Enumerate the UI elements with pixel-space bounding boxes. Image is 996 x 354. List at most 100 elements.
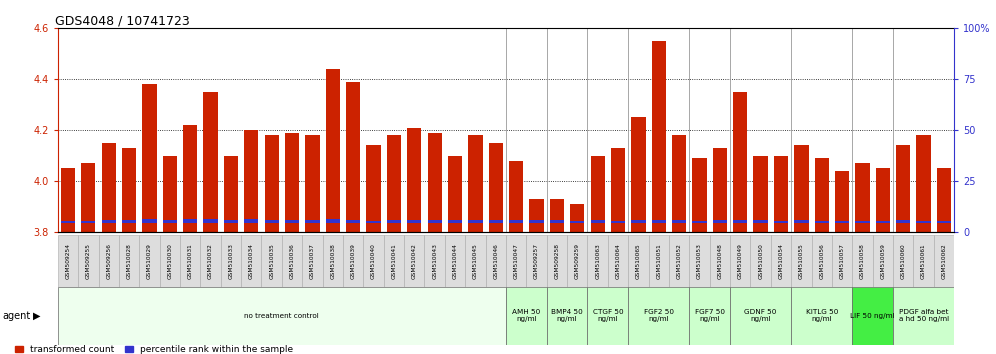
Text: GSM510064: GSM510064 — [616, 243, 621, 279]
Text: GDS4048 / 10741723: GDS4048 / 10741723 — [55, 14, 190, 27]
Bar — [407, 220, 421, 223]
Bar — [262, 235, 282, 287]
Bar — [122, 220, 136, 223]
Bar — [323, 235, 343, 287]
Bar — [893, 235, 913, 287]
Bar — [896, 145, 910, 232]
Bar — [468, 220, 482, 223]
Text: GSM510035: GSM510035 — [269, 243, 274, 279]
Bar — [139, 235, 159, 287]
Text: FGF7 50
ng/ml: FGF7 50 ng/ml — [694, 309, 725, 322]
Text: agent: agent — [2, 311, 30, 321]
Text: GSM510034: GSM510034 — [249, 243, 254, 279]
Text: CTGF 50
ng/ml: CTGF 50 ng/ml — [593, 309, 623, 322]
Text: GSM510036: GSM510036 — [290, 243, 295, 279]
Text: GSM510048: GSM510048 — [717, 243, 722, 279]
Bar — [856, 221, 870, 223]
Bar — [750, 235, 771, 287]
Text: GSM510028: GSM510028 — [126, 243, 131, 279]
Text: GSM510055: GSM510055 — [799, 243, 804, 279]
Bar — [547, 235, 567, 287]
Bar — [183, 219, 197, 223]
Bar — [913, 235, 934, 287]
Bar — [934, 235, 954, 287]
Bar — [832, 235, 853, 287]
Text: GSM510053: GSM510053 — [697, 243, 702, 279]
Text: GSM510060: GSM510060 — [900, 243, 905, 279]
Bar — [872, 235, 893, 287]
Bar — [526, 235, 547, 287]
Bar — [244, 130, 258, 232]
Bar — [713, 220, 727, 223]
Bar — [183, 125, 197, 232]
Bar — [285, 133, 299, 232]
Bar — [611, 221, 625, 223]
Bar — [159, 235, 180, 287]
Bar — [386, 135, 401, 232]
Text: GSM510047: GSM510047 — [514, 243, 519, 279]
Bar — [771, 235, 791, 287]
Bar — [203, 92, 218, 232]
Bar — [547, 287, 588, 345]
Bar — [631, 220, 645, 223]
Bar — [588, 235, 608, 287]
Bar — [326, 218, 340, 223]
Text: FGF2 50
ng/ml: FGF2 50 ng/ml — [643, 309, 673, 322]
Text: GSM510051: GSM510051 — [656, 243, 661, 279]
Text: GSM510038: GSM510038 — [331, 243, 336, 279]
Bar — [346, 220, 361, 223]
Bar — [754, 155, 768, 232]
Text: KITLG 50
ng/ml: KITLG 50 ng/ml — [806, 309, 838, 322]
Bar — [733, 92, 747, 232]
Bar — [893, 287, 954, 345]
Text: GSM510043: GSM510043 — [432, 243, 437, 279]
Bar — [343, 235, 364, 287]
Bar — [386, 220, 401, 223]
Text: GSM509254: GSM509254 — [66, 243, 71, 279]
Bar — [282, 235, 302, 287]
Bar — [383, 235, 404, 287]
Bar — [489, 220, 503, 223]
Bar — [713, 148, 727, 232]
Bar — [835, 221, 850, 223]
Bar — [835, 171, 850, 232]
Bar — [550, 199, 564, 232]
Text: GSM510033: GSM510033 — [228, 243, 233, 279]
Text: GSM510030: GSM510030 — [167, 243, 172, 279]
Bar — [815, 221, 829, 223]
Bar — [302, 235, 323, 287]
Bar — [672, 220, 686, 223]
Bar — [427, 133, 442, 232]
Bar — [588, 287, 628, 345]
Bar — [591, 220, 605, 223]
Legend: transformed count, percentile rank within the sample: transformed count, percentile rank withi… — [11, 342, 297, 354]
Bar — [791, 235, 812, 287]
Text: GSM510032: GSM510032 — [208, 243, 213, 279]
Bar — [774, 221, 788, 223]
Text: GSM510031: GSM510031 — [187, 243, 192, 279]
Text: GSM510063: GSM510063 — [596, 243, 601, 279]
Text: GSM510037: GSM510037 — [310, 243, 315, 279]
Text: GSM509258: GSM509258 — [555, 243, 560, 279]
Text: GSM510052: GSM510052 — [676, 243, 681, 279]
Bar — [78, 235, 99, 287]
Bar — [648, 235, 669, 287]
Bar — [669, 235, 689, 287]
Bar — [916, 135, 930, 232]
Text: GSM510065: GSM510065 — [635, 243, 640, 279]
Bar — [404, 235, 424, 287]
Bar — [631, 118, 645, 232]
Bar — [61, 168, 75, 232]
Bar — [754, 220, 768, 223]
Bar — [122, 148, 136, 232]
Bar — [244, 219, 258, 223]
Text: PDGF alfa bet
a hd 50 ng/ml: PDGF alfa bet a hd 50 ng/ml — [898, 309, 948, 322]
Bar — [102, 220, 116, 223]
Bar — [791, 287, 853, 345]
Bar — [570, 221, 585, 223]
Bar — [689, 287, 730, 345]
Bar — [856, 163, 870, 232]
Bar — [58, 235, 78, 287]
Bar — [102, 143, 116, 232]
Bar — [224, 155, 238, 232]
